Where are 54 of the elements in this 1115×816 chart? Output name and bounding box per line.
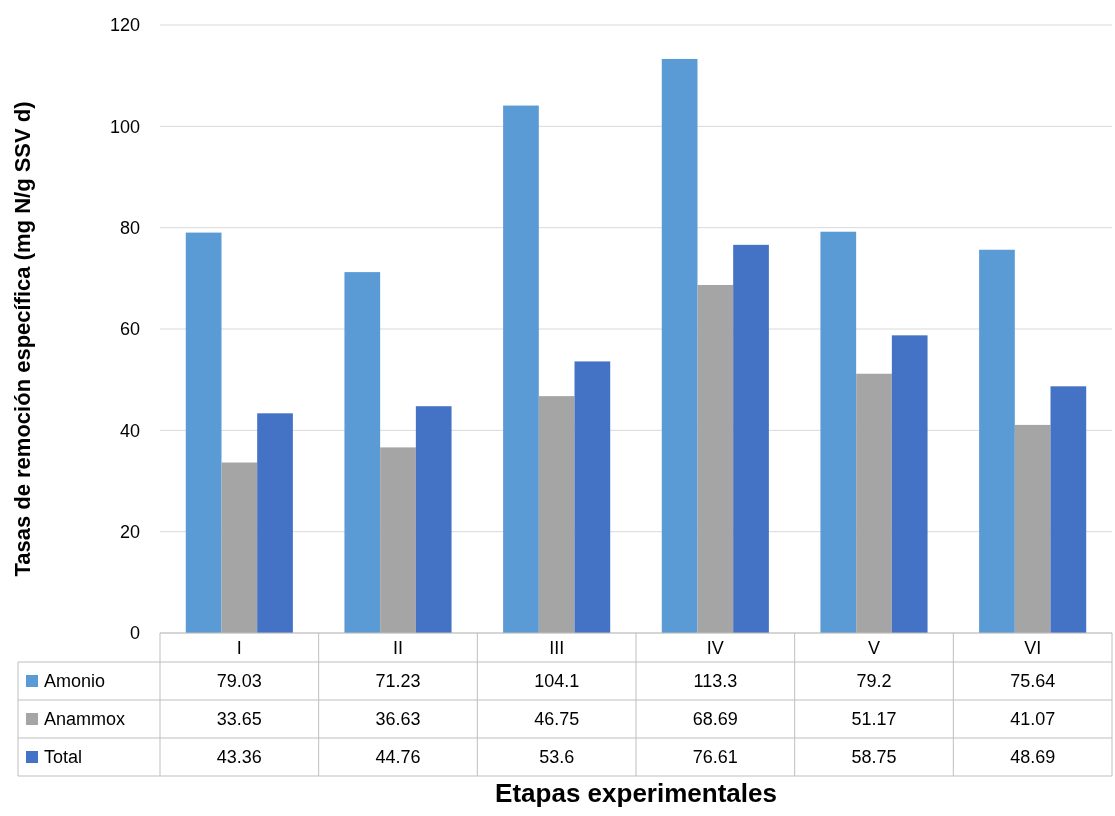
- data-label: 79.2: [856, 671, 892, 692]
- y-tick-label: 120: [109, 15, 140, 36]
- y-tick-label: 20: [119, 521, 140, 542]
- bar: [697, 284, 734, 633]
- data-label: 71.23: [375, 671, 421, 692]
- data-label: 48.69: [1010, 747, 1056, 768]
- x-tick-label: I: [236, 637, 242, 658]
- legend-label: Amonio: [44, 671, 106, 692]
- y-axis-title: Tasas de remoción específica (mg N/g SSV d): [10, 101, 35, 577]
- bar: [1050, 386, 1087, 633]
- bar: [185, 232, 222, 633]
- y-tick-label: 100: [109, 116, 140, 137]
- y-tick-label: 40: [119, 420, 140, 441]
- bar: [661, 58, 698, 633]
- y-tick-label: 60: [119, 319, 140, 340]
- x-axis-title: Etapas experimentales: [495, 778, 777, 808]
- x-tick-label: V: [867, 637, 881, 658]
- data-label: 51.17: [851, 709, 897, 730]
- bar: [538, 396, 575, 633]
- data-label: 104.1: [534, 671, 580, 692]
- bar: [503, 105, 539, 633]
- bar: [979, 249, 1015, 633]
- x-tick-label: VI: [1024, 637, 1042, 658]
- bar: [574, 361, 611, 633]
- bar: [415, 406, 452, 633]
- data-label: 75.64: [1010, 671, 1056, 692]
- data-label: 53.6: [539, 747, 575, 768]
- legend-label: Anammox: [44, 709, 126, 730]
- y-tick-label: 0: [129, 623, 140, 644]
- bar: [221, 462, 258, 633]
- bar: [820, 231, 857, 633]
- x-tick-label: III: [549, 637, 565, 658]
- y-tick-label: 80: [119, 217, 140, 238]
- data-label: 113.3: [693, 671, 738, 692]
- data-label: 43.36: [216, 747, 262, 768]
- legend-label: Total: [44, 747, 83, 768]
- bar: [257, 413, 293, 633]
- data-label: 33.65: [216, 709, 262, 730]
- data-label: 41.07: [1010, 709, 1056, 730]
- x-tick-label: IV: [706, 637, 724, 658]
- bar: [891, 335, 928, 633]
- bar: [733, 244, 769, 633]
- data-label: 76.61: [692, 747, 738, 768]
- data-label: 46.75: [534, 709, 580, 730]
- data-label: 44.76: [375, 747, 421, 768]
- data-label: 58.75: [851, 747, 897, 768]
- bar: [344, 272, 381, 633]
- data-label: 68.69: [692, 709, 738, 730]
- x-tick-label: II: [392, 637, 404, 658]
- bar: [380, 447, 416, 633]
- bar: [1014, 424, 1051, 633]
- data-label: 36.63: [375, 709, 421, 730]
- data-label: 79.03: [216, 671, 262, 692]
- bar: [856, 373, 892, 633]
